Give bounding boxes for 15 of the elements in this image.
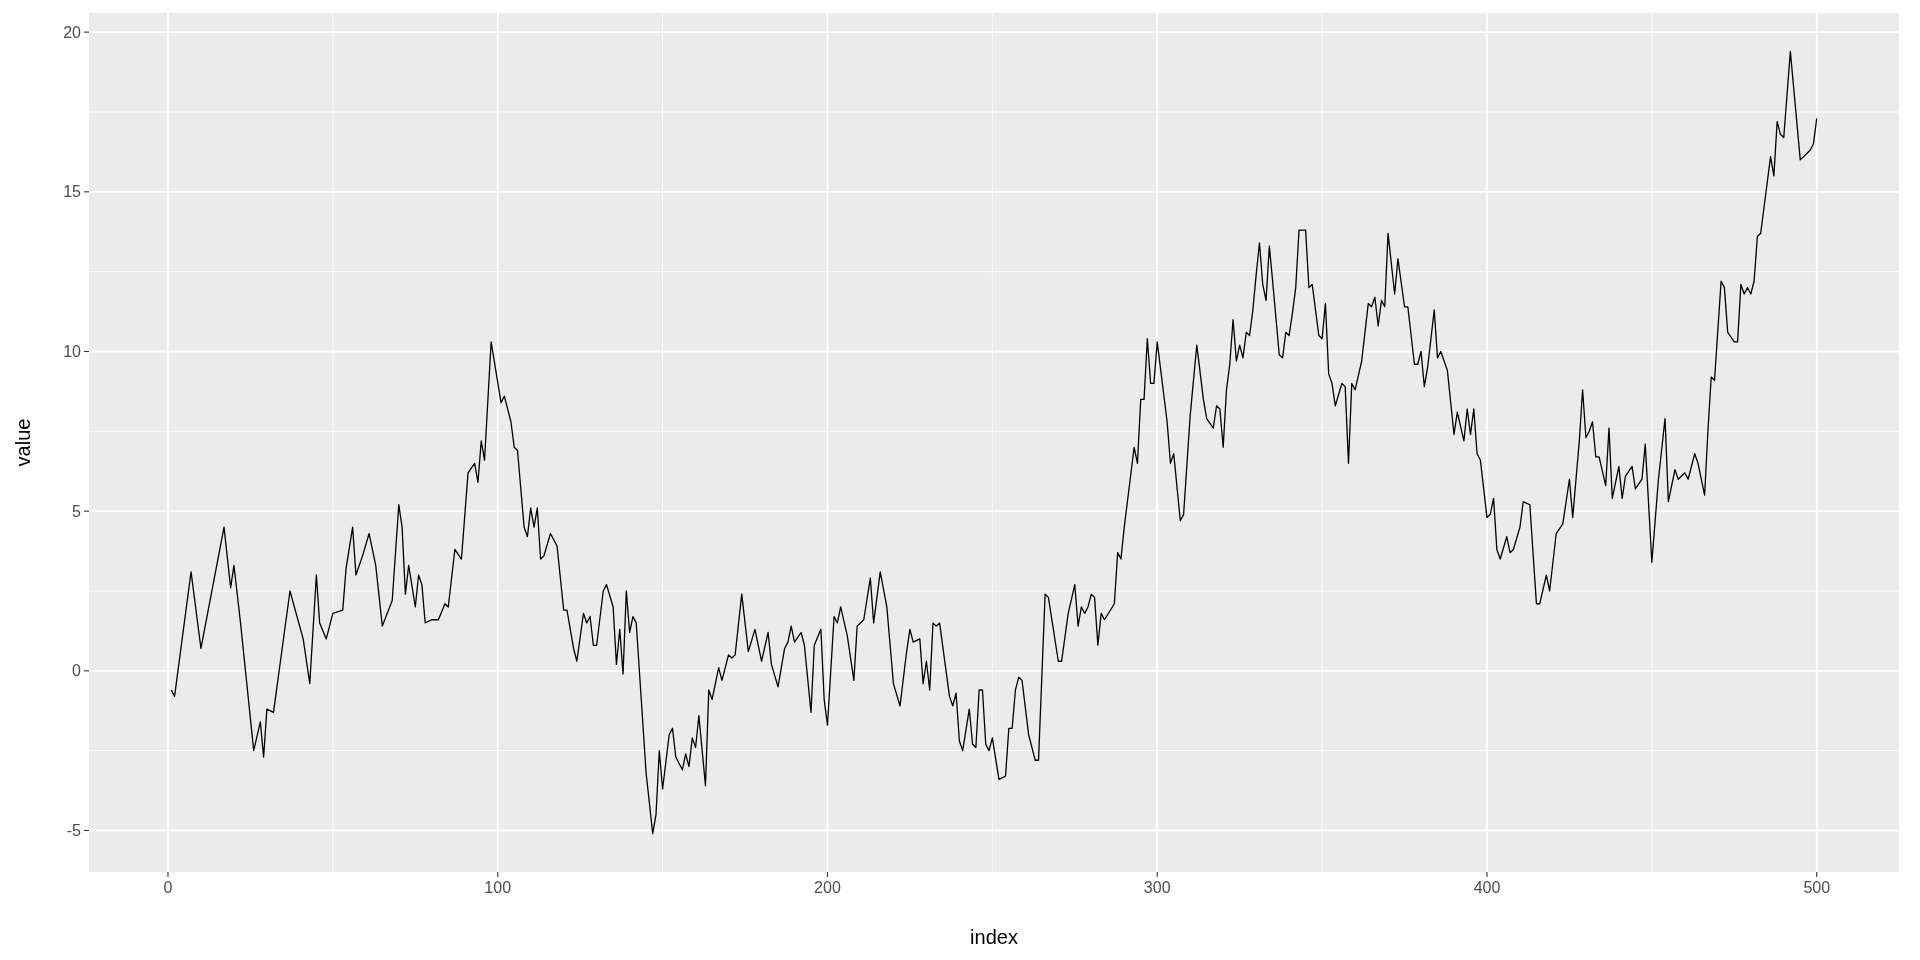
x-axis-title: index (970, 926, 1018, 948)
x-tick-label: 0 (163, 879, 173, 896)
y-axis-title: value (12, 418, 34, 467)
y-tick-label: -5 (66, 822, 82, 840)
x-tick-label: 200 (814, 879, 841, 896)
y-tick-label: 0 (72, 662, 82, 680)
x-tick-label: 300 (1143, 879, 1171, 896)
y-tick-label: 5 (72, 502, 82, 520)
y-tick-label: 10 (63, 343, 82, 361)
y-tick-label: 20 (63, 23, 82, 41)
x-tick-label: 100 (484, 879, 512, 896)
x-tick-label: 500 (1803, 879, 1831, 896)
line-series (170, 50, 1818, 835)
y-tick-label: 15 (63, 183, 82, 201)
x-tick-label: 400 (1473, 879, 1501, 896)
